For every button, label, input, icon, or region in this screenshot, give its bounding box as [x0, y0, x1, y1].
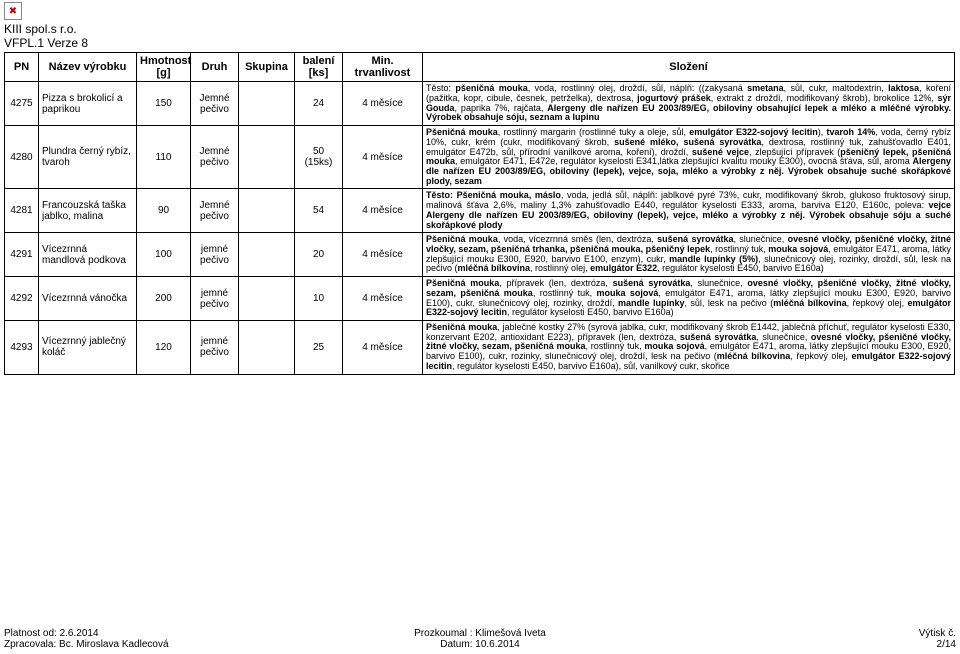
cell-shelf: 4 měsíce [343, 82, 423, 126]
footer-reviewer: Prozkoumal : Klimešová Iveta [4, 628, 956, 639]
cell-composition: Pšeničná mouka, přípravek (len, dextróza… [423, 277, 955, 321]
col-pn: PN [5, 53, 39, 82]
table-row: 4275Pizza s brokolicí a paprikou150Jemné… [5, 82, 955, 126]
cell-group [239, 233, 295, 277]
cell-weight: 120 [137, 321, 191, 375]
table-row: 4292Vícezrnná vánočka200jemné pečivo 104 … [5, 277, 955, 321]
footer-center: Prozkoumal : Klimešová Iveta Datum: 10.6… [4, 628, 956, 650]
document-version: VFPL.1 Verze 8 [4, 36, 88, 50]
cell-weight: 150 [137, 82, 191, 126]
cell-weight: 100 [137, 233, 191, 277]
cell-type: Jemné pečivo [191, 189, 239, 233]
cell-name: Francouzská taška jablko, malina [39, 189, 137, 233]
col-weight: Hmotnost [g] [137, 53, 191, 82]
cell-pn: 4292 [5, 277, 39, 321]
cell-type: jemné pečivo [191, 321, 239, 375]
cell-group [239, 82, 295, 126]
cell-type: Jemné pečivo [191, 126, 239, 189]
cell-type: Jemné pečivo [191, 82, 239, 126]
cell-weight: 110 [137, 126, 191, 189]
cell-pn: 4291 [5, 233, 39, 277]
table-row: 4281Francouzská taška jablko, malina90Je… [5, 189, 955, 233]
table-row: 4280Plundra černý rybíz, tvaroh110Jemné … [5, 126, 955, 189]
footer-print-label: Výtisk č. [919, 628, 956, 639]
cell-pack: 50 (15ks) [295, 126, 343, 189]
cell-name: Vícezrnný jablečný koláč [39, 321, 137, 375]
table-row: 4291Vícezrnná mandlová podkova100jemné p… [5, 233, 955, 277]
cell-pack: 54 [295, 189, 343, 233]
cell-shelf: 4 měsíce [343, 277, 423, 321]
col-pack: balení [ks] [295, 53, 343, 82]
cell-pn: 4275 [5, 82, 39, 126]
cell-name: Plundra černý rybíz, tvaroh [39, 126, 137, 189]
cell-pack: 24 [295, 82, 343, 126]
cell-shelf: 4 měsíce [343, 233, 423, 277]
footer-right: Výtisk č. 2/14 [919, 628, 956, 650]
cell-name: Vícezrnná vánočka [39, 277, 137, 321]
cell-shelf: 4 měsíce [343, 321, 423, 375]
cell-composition: Těsto: Pšeničná mouka, máslo, voda, jedl… [423, 189, 955, 233]
broken-image-placeholder: ✖ [4, 2, 22, 20]
cell-shelf: 4 měsíce [343, 189, 423, 233]
col-composition: Složení [423, 53, 955, 82]
cell-weight: 200 [137, 277, 191, 321]
cell-composition: Pšeničná mouka, voda, vícezrnná směs (le… [423, 233, 955, 277]
cell-pack: 10 [295, 277, 343, 321]
cell-group [239, 277, 295, 321]
cell-pn: 4293 [5, 321, 39, 375]
cell-composition: Pšeničná mouka, jablečné kostky 27% (syr… [423, 321, 955, 375]
cell-pn: 4280 [5, 126, 39, 189]
cell-weight: 90 [137, 189, 191, 233]
table-row: 4293Vícezrnný jablečný koláč120jemné peč… [5, 321, 955, 375]
cell-pack: 25 [295, 321, 343, 375]
col-type: Druh [191, 53, 239, 82]
product-table: PN Název výrobku Hmotnost [g] Druh Skupi… [4, 52, 955, 375]
table-header-row: PN Název výrobku Hmotnost [g] Druh Skupi… [5, 53, 955, 82]
cell-group [239, 321, 295, 375]
table-body: 4275Pizza s brokolicí a paprikou150Jemné… [5, 82, 955, 374]
broken-image-glyph: ✖ [9, 6, 17, 17]
cell-composition: Těsto: pšeničná mouka, voda, rostlinný o… [423, 82, 955, 126]
cell-type: jemné pečivo [191, 233, 239, 277]
cell-shelf: 4 měsíce [343, 126, 423, 189]
cell-pack: 20 [295, 233, 343, 277]
col-group: Skupina [239, 53, 295, 82]
company-name: KIII spol.s r.o. [4, 22, 88, 36]
cell-name: Vícezrnná mandlová podkova [39, 233, 137, 277]
cell-type: jemné pečivo [191, 277, 239, 321]
cell-name: Pizza s brokolicí a paprikou [39, 82, 137, 126]
footer-date: Datum: 10.6.2014 [4, 639, 956, 650]
col-shelf: Min. trvanlivost [343, 53, 423, 82]
footer-page-number: 2/14 [919, 639, 956, 650]
cell-composition: Pšeničná mouka, rostlinný margarin (rost… [423, 126, 955, 189]
cell-group [239, 189, 295, 233]
cell-pn: 4281 [5, 189, 39, 233]
cell-group [239, 126, 295, 189]
col-name: Název výrobku [39, 53, 137, 82]
document-header: KIII spol.s r.o. VFPL.1 Verze 8 [4, 22, 88, 51]
